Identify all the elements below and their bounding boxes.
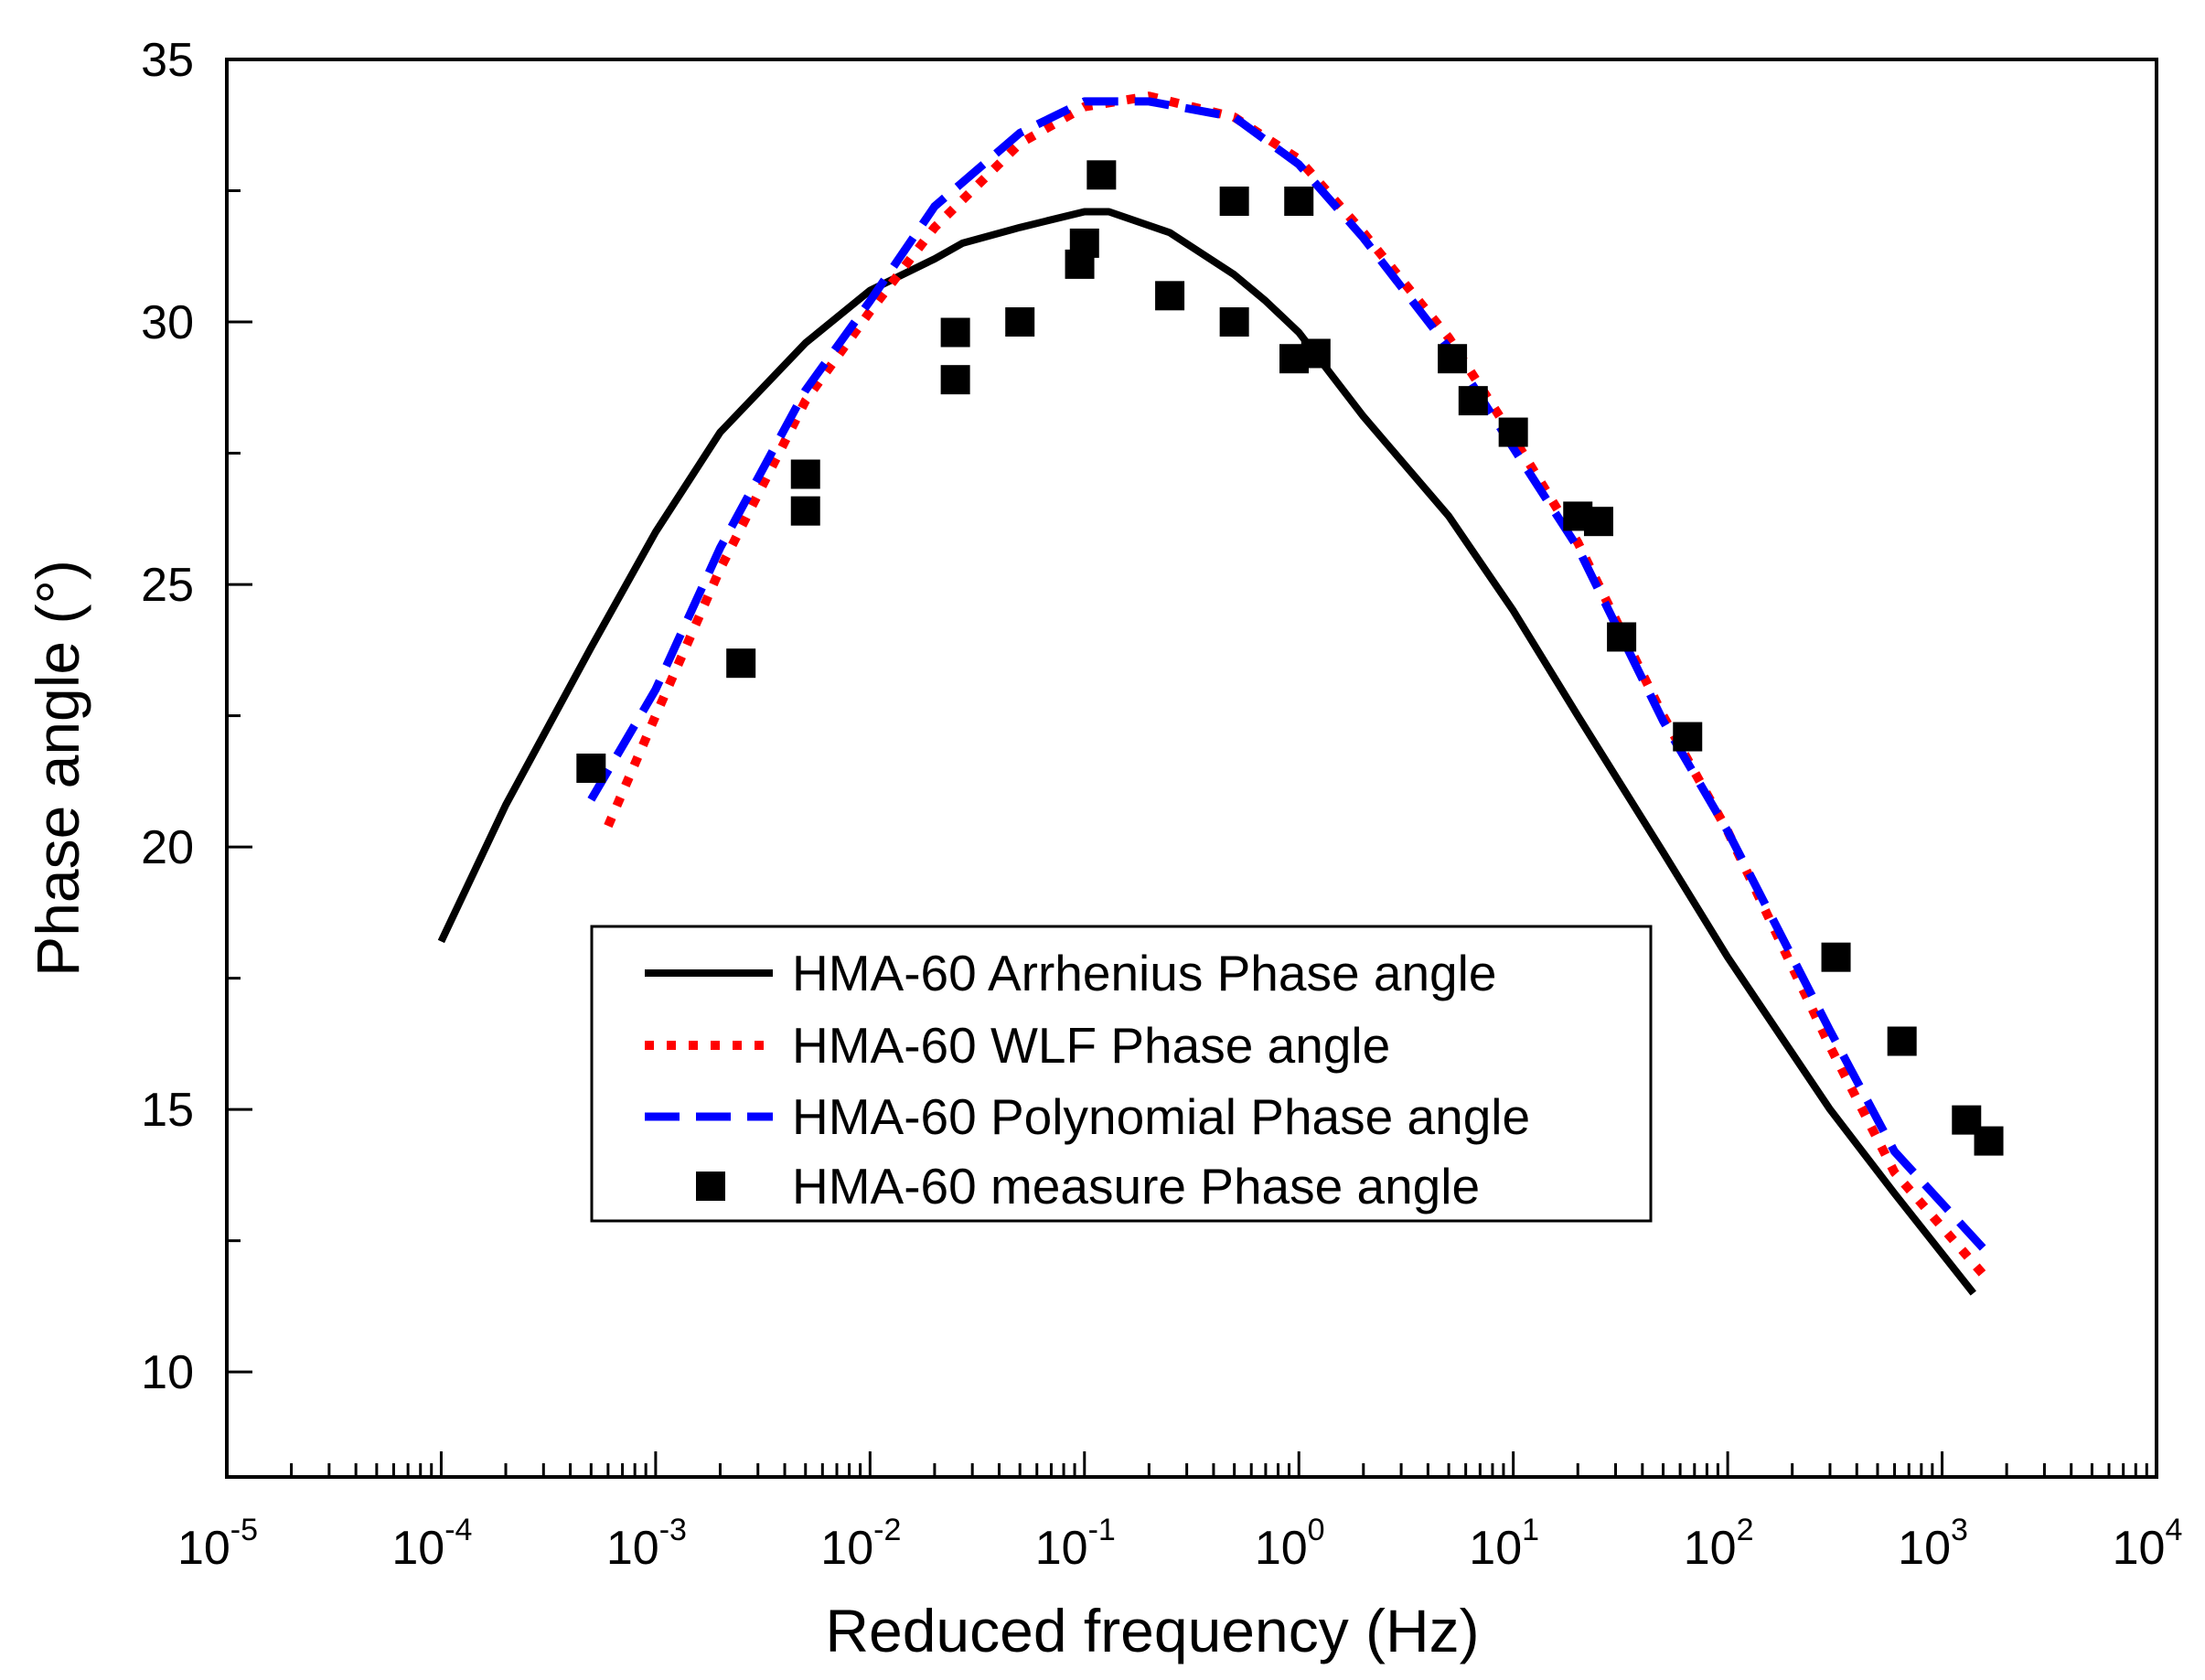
y-tick-label: 30 bbox=[141, 296, 194, 349]
series-polynomial-line bbox=[587, 97, 1989, 1255]
data-point bbox=[1155, 281, 1185, 311]
data-point bbox=[1974, 1126, 2004, 1156]
series-layer bbox=[437, 91, 2004, 1296]
x-tick-label: 10-1 bbox=[1035, 1513, 1116, 1575]
data-point bbox=[940, 365, 970, 395]
data-point bbox=[1458, 386, 1488, 416]
data-point bbox=[1301, 338, 1331, 369]
data-point bbox=[576, 754, 606, 783]
data-point bbox=[1438, 344, 1468, 374]
data-point bbox=[1498, 417, 1528, 447]
data-point bbox=[1583, 507, 1613, 537]
x-tick-label: 10-3 bbox=[606, 1513, 687, 1575]
data-point bbox=[1069, 228, 1099, 258]
data-point bbox=[1005, 307, 1035, 337]
legend-label-polynomial: HMA-60 Polynomial Phase angle bbox=[792, 1088, 1530, 1145]
data-point bbox=[1821, 942, 1851, 972]
x-tick-label: 100 bbox=[1255, 1513, 1325, 1575]
y-tick-label: 10 bbox=[141, 1346, 194, 1399]
x-tick-label: 101 bbox=[1469, 1513, 1539, 1575]
series-measure-points bbox=[576, 160, 2004, 1156]
y-tick-label: 15 bbox=[141, 1084, 194, 1137]
data-point bbox=[1219, 307, 1249, 337]
y-axis-title: Phase angle (°) bbox=[24, 560, 91, 977]
data-point bbox=[1086, 160, 1117, 190]
x-tick-label: 10-5 bbox=[177, 1513, 258, 1575]
series-arrhenius-line bbox=[437, 208, 1976, 1296]
x-tick-label: 10-4 bbox=[391, 1513, 472, 1575]
data-point bbox=[1219, 187, 1249, 216]
x-tick-labels: 10-5 10-4 10-3 10-2 10-1 100 101 102 103 104 bbox=[177, 1513, 2182, 1575]
legend: HMA-60 Arrhenius Phase angle HMA-60 WLF … bbox=[590, 925, 1653, 1223]
data-point bbox=[940, 317, 970, 348]
data-point bbox=[790, 496, 820, 526]
x-tick-label: 103 bbox=[1898, 1513, 1968, 1575]
y-tick-label: 35 bbox=[141, 34, 194, 87]
y-axis-ticks bbox=[227, 58, 252, 1374]
x-tick-label: 10-2 bbox=[820, 1513, 901, 1575]
data-point bbox=[1607, 622, 1637, 652]
data-point bbox=[1284, 187, 1314, 216]
legend-swatch-measure bbox=[696, 1172, 725, 1201]
x-axis-ticks bbox=[225, 1451, 2158, 1477]
x-tick-label: 102 bbox=[1684, 1513, 1754, 1575]
plot-area bbox=[225, 58, 2158, 1479]
data-point bbox=[1887, 1026, 1917, 1056]
legend-label-wlf: HMA-60 WLF Phase angle bbox=[792, 1017, 1390, 1074]
data-point bbox=[790, 459, 820, 489]
legend-label-measure: HMA-60 measure Phase angle bbox=[792, 1158, 1480, 1215]
legend-label-arrhenius: HMA-60 Arrhenius Phase angle bbox=[792, 945, 1496, 1001]
y-tick-labels: 10 15 20 25 30 35 bbox=[141, 34, 194, 1399]
x-axis-title: Reduced frequency (Hz) bbox=[825, 1597, 1479, 1664]
data-point bbox=[726, 648, 756, 679]
y-tick-label: 25 bbox=[141, 559, 194, 612]
x-tick-label: 104 bbox=[2113, 1513, 2183, 1575]
data-point bbox=[1673, 722, 1703, 752]
y-tick-label: 20 bbox=[141, 821, 194, 874]
